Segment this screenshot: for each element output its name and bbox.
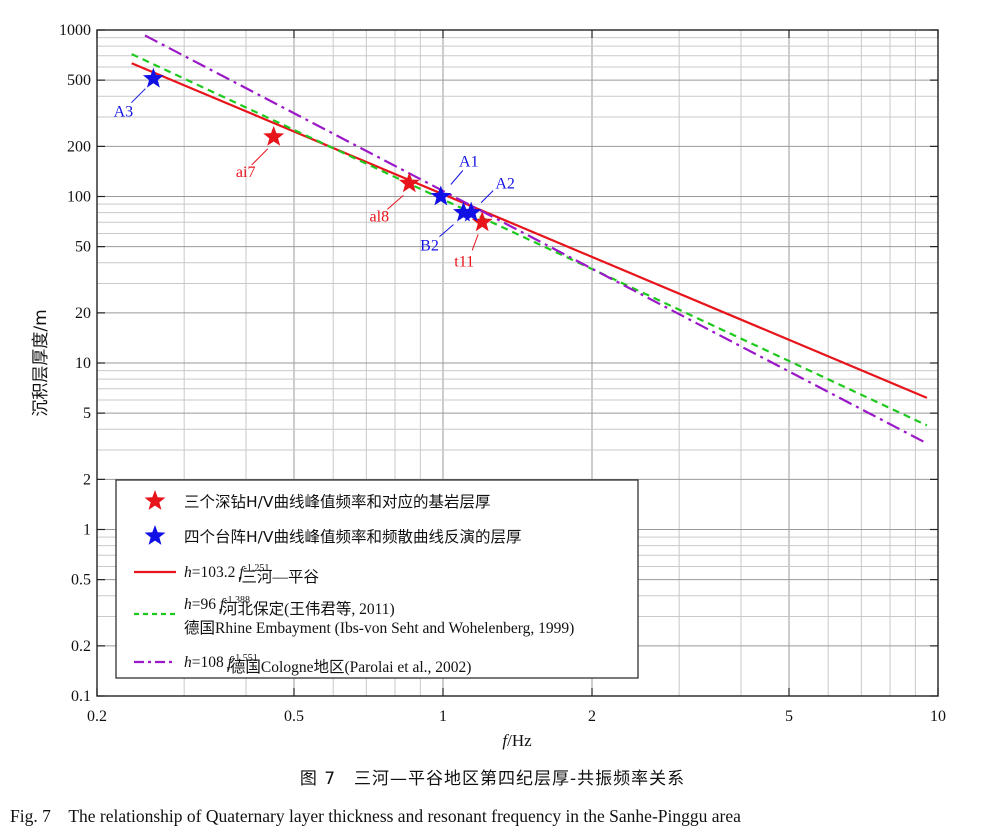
fit-curves xyxy=(131,34,928,445)
point-label-al8: al8 xyxy=(370,208,390,225)
data-points: ai7 al8 t11 A3 A1 B2 A2 xyxy=(114,67,515,270)
legend-label-part: =108 xyxy=(192,654,228,671)
x-tick-label: 0.2 xyxy=(87,708,107,725)
legend-label-4: h=108 f-1.551 r德国Cologne地区(Parolai et al.… xyxy=(184,653,471,676)
x-axis-label: f/Hz xyxy=(502,731,532,750)
legend-box xyxy=(115,479,639,679)
legend-label-part: h xyxy=(184,654,192,671)
legend-label-3: h=96 f-1.388 r河北保定(王伟君等, 2011) xyxy=(184,595,395,618)
star-marker-A3 xyxy=(142,67,164,88)
legend-label-part: =96 xyxy=(192,596,220,613)
legend-label-part: 三河—平谷 xyxy=(242,568,320,586)
legend-label-line2-3: 德国Rhine Embayment (Ibs-von Seht and Wohe… xyxy=(184,619,574,637)
star-marker-t11 xyxy=(471,211,493,232)
point-leader-ai7 xyxy=(251,148,269,166)
y-tick-label: 100 xyxy=(67,189,91,206)
y-tick-label: 2 xyxy=(83,471,91,488)
star-marker-B2 xyxy=(453,201,474,222)
legend-subscript: r xyxy=(227,664,231,675)
point-label-B2: B2 xyxy=(420,238,439,255)
x-tick-label: 2 xyxy=(588,708,596,725)
fit-curve-line xyxy=(144,34,928,445)
y-tick-label: 10 xyxy=(75,355,91,372)
point-leader-t11 xyxy=(471,234,479,251)
y-tick-label: 50 xyxy=(75,239,91,256)
x-axis-label-var: f xyxy=(502,731,509,750)
y-tick-label: 1 xyxy=(83,522,91,539)
x-tick-label: 5 xyxy=(785,708,793,725)
legend-label-1: 四个台阵H/V曲线峰值频率和频散曲线反演的层厚 xyxy=(184,528,521,546)
x-tick-label: 10 xyxy=(930,708,946,725)
star-marker-A1 xyxy=(430,185,452,206)
x-tick-label: 0.5 xyxy=(284,708,304,725)
legend-label-part: -1.388 xyxy=(224,595,250,606)
y-tick-label: 20 xyxy=(75,305,91,322)
y-tick-label: 5 xyxy=(83,405,91,422)
star-marker-A2 xyxy=(460,201,482,222)
point-leader-B2 xyxy=(439,224,454,238)
point-leader-A2 xyxy=(480,190,494,203)
legend-subscript: r xyxy=(238,574,242,585)
legend-label-part: -1.551 xyxy=(232,653,258,664)
point-label-ai7: ai7 xyxy=(236,164,256,181)
x-tick-label: 1 xyxy=(439,708,447,725)
point-label-t11: t11 xyxy=(454,253,474,270)
x-axis-label-unit: /Hz xyxy=(507,731,532,750)
y-axis-label: 沉积层厚度/m xyxy=(31,309,51,416)
star-marker-al8 xyxy=(398,172,420,193)
figure-caption-en: Fig. 7 The relationship of Quaternary la… xyxy=(10,806,741,826)
legend-subscript: r xyxy=(219,606,223,617)
legend-label-part: h xyxy=(184,564,192,581)
star-marker-ai7 xyxy=(263,125,285,146)
legend-label-0: 三个深钻H/V曲线峰值频率和对应的基岩层厚 xyxy=(184,492,490,511)
legend-label-part: h xyxy=(184,596,192,613)
legend-star-0 xyxy=(144,490,166,510)
legend-label-2: h=103.2 f-1.251 r三河—平谷 xyxy=(184,563,319,586)
fit-curve-line xyxy=(131,62,928,399)
legend-label-part: f xyxy=(220,596,227,613)
point-leader-A3 xyxy=(131,88,146,104)
legend-label-part: f xyxy=(239,564,246,581)
point-leader-al8 xyxy=(386,194,404,210)
legend-label-part: -1.251 xyxy=(244,563,270,574)
legend-star-1 xyxy=(144,525,166,545)
legend-label-part: 河北保定(王伟君等, 2011) xyxy=(222,600,394,618)
point-label-A1: A1 xyxy=(459,154,479,171)
point-leader-A1 xyxy=(450,170,464,185)
point-label-A3: A3 xyxy=(114,104,134,121)
y-tick-label: 0.1 xyxy=(71,688,91,705)
y-tick-label: 0.5 xyxy=(71,572,91,589)
legend: 三个深钻H/V曲线峰值频率和对应的基岩层厚四个台阵H/V曲线峰值频率和频散曲线反… xyxy=(115,479,639,679)
legend-label-part: f xyxy=(228,654,235,671)
y-tick-label: 1000 xyxy=(59,22,91,39)
point-label-A2: A2 xyxy=(495,176,515,193)
axes: 0.2 0.5 1 2 5 10 0.1 0.2 0.5 1 2 5 10 20 50 100 200 500 10… xyxy=(59,22,946,725)
figure-caption-cn: 图 7 三河—平谷地区第四纪层厚-共振频率关系 xyxy=(299,769,686,789)
y-tick-label: 500 xyxy=(67,72,91,89)
legend-label-part: 德国Cologne地区(Parolai et al., 2002) xyxy=(230,658,471,676)
y-tick-label: 0.2 xyxy=(71,638,91,655)
y-tick-label: 200 xyxy=(67,138,91,155)
fit-curve-line xyxy=(131,53,928,427)
legend-label-part: =103.2 xyxy=(192,564,240,581)
